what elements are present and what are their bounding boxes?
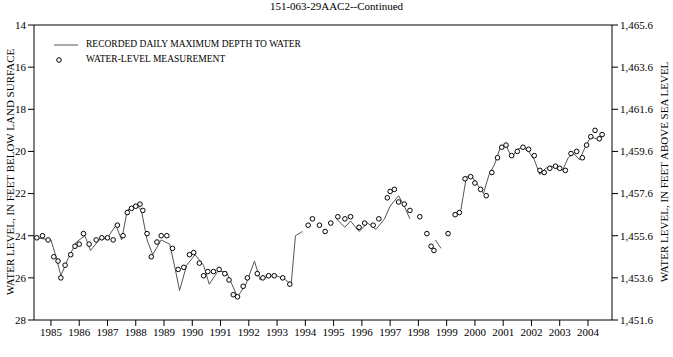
svg-text:20: 20 <box>15 145 27 157</box>
svg-text:1990: 1990 <box>181 326 204 338</box>
svg-text:18: 18 <box>15 103 27 115</box>
svg-text:1,455.6: 1,455.6 <box>620 230 654 242</box>
html-text:WATER LEVEL, IN FEET BELOW LAN: WATER LEVEL, IN FEET BELOW LAND SURFACE <box>4 48 16 296</box>
svg-text:1,451.6: 1,451.6 <box>620 314 654 326</box>
svg-text:1999: 1999 <box>436 326 459 338</box>
html-text:WATER LEVEL, IN FEET ABOVE SEA: WATER LEVEL, IN FEET ABOVE SEA LEVEL <box>658 61 670 283</box>
svg-text:1998: 1998 <box>407 326 430 338</box>
svg-text:2004: 2004 <box>577 326 600 338</box>
svg-text:28: 28 <box>15 314 27 326</box>
svg-text:1,457.6: 1,457.6 <box>620 187 654 199</box>
svg-text:1985: 1985 <box>40 326 63 338</box>
svg-text:2001: 2001 <box>492 326 514 338</box>
svg-text:1,463.6: 1,463.6 <box>620 61 654 73</box>
svg-text:1,461.6: 1,461.6 <box>620 103 654 115</box>
svg-text:1991: 1991 <box>210 326 232 338</box>
svg-text:1997: 1997 <box>379 326 402 338</box>
svg-text:14: 14 <box>15 19 27 31</box>
svg-text:26: 26 <box>15 272 27 284</box>
svg-text:1,453.6: 1,453.6 <box>620 272 654 284</box>
svg-text:1,459.6: 1,459.6 <box>620 145 654 157</box>
svg-text:2003: 2003 <box>549 326 572 338</box>
svg-text:1992: 1992 <box>238 326 260 338</box>
svg-text:1989: 1989 <box>153 326 176 338</box>
svg-text:1988: 1988 <box>125 326 148 338</box>
svg-text:24: 24 <box>15 230 27 242</box>
svg-text:1987: 1987 <box>96 326 119 338</box>
svg-text:2000: 2000 <box>464 326 487 338</box>
svg-text:22: 22 <box>15 187 26 199</box>
svg-text:1995: 1995 <box>323 326 346 338</box>
html-text:151-063-29AAC2--Continued: 151-063-29AAC2--Continued <box>269 0 404 12</box>
svg-text:1994: 1994 <box>294 326 317 338</box>
svg-text:1996: 1996 <box>351 326 374 338</box>
svg-text:1993: 1993 <box>266 326 289 338</box>
html-text:RECORDED DAILY MAXIMUM DEPTH T: RECORDED DAILY MAXIMUM DEPTH TO WATER <box>86 39 301 49</box>
svg-text:16: 16 <box>15 61 27 73</box>
svg-text:1986: 1986 <box>68 326 91 338</box>
svg-text:1,465.6: 1,465.6 <box>620 19 654 31</box>
svg-text:2002: 2002 <box>520 326 542 338</box>
html-text:WATER-LEVEL MEASUREMENT: WATER-LEVEL MEASUREMENT <box>86 54 226 64</box>
